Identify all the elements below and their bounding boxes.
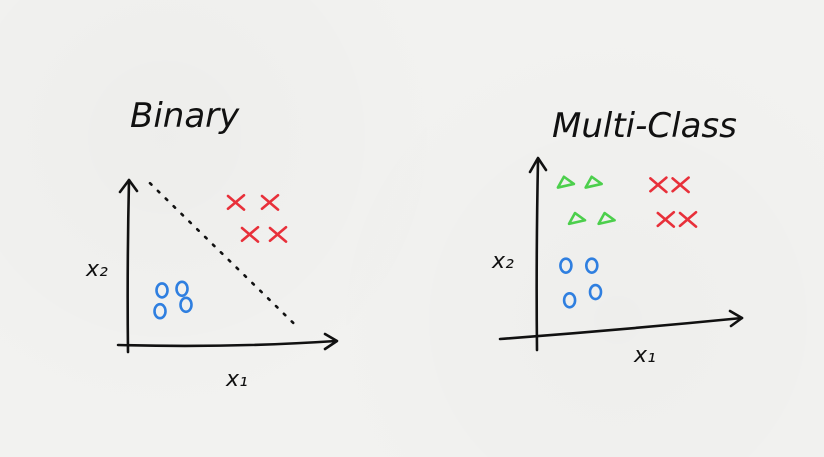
- binary-y-arrowhead: [118, 178, 139, 194]
- multi-class-circle-point-4: [588, 283, 603, 301]
- multi-class-chart: Multi-Class x₂ x₁: [491, 106, 744, 368]
- multi-class-circle-point-2: [584, 257, 599, 274]
- binary-x-point-4: [268, 225, 288, 243]
- binary-x-axis: [116, 339, 338, 348]
- multi-class-x-point-2: [671, 176, 690, 194]
- multi-class-data-points: [556, 175, 698, 309]
- multi-class-circle-point-1: [559, 257, 573, 274]
- multi-class-x-point-1: [649, 176, 668, 194]
- binary-x-arrowhead: [323, 332, 339, 351]
- multi-class-y-arrowhead: [528, 156, 548, 174]
- binary-circle-point-2: [175, 280, 189, 298]
- multi-class-y-axis-label: x₂: [491, 249, 514, 274]
- binary-x-point-1: [226, 193, 246, 211]
- multi-class-x-axis-label: x₁: [633, 343, 656, 368]
- multi-class-circle-point-3: [562, 291, 577, 309]
- binary-circle-point-3: [153, 302, 167, 320]
- binary-x-point-2: [260, 193, 280, 211]
- binary-boundary-line: [148, 181, 298, 327]
- binary-y-axis-label: x₂: [85, 257, 108, 282]
- binary-decision-boundary: [148, 181, 298, 327]
- multi-class-chart-title: Multi-Class: [552, 106, 737, 146]
- binary-chart: Binary x₂ x₁: [85, 96, 339, 392]
- binary-circle-point-4: [179, 296, 193, 314]
- binary-x-axis-label: x₁: [225, 367, 248, 392]
- multi-class-y-axis: [535, 158, 540, 352]
- multi-class-triangle-point-3: [567, 211, 587, 226]
- binary-chart-title: Binary: [130, 96, 240, 136]
- multi-class-x-arrowhead: [728, 309, 744, 328]
- multi-class-x-point-3: [656, 210, 676, 228]
- multi-class-triangle-point-4: [597, 211, 616, 226]
- multi-class-triangle-point-1: [556, 175, 576, 189]
- binary-data-points: [153, 193, 288, 320]
- multi-class-triangle-point-2: [584, 175, 603, 189]
- multi-class-x-axis: [498, 316, 744, 341]
- binary-y-axis: [126, 178, 131, 354]
- binary-circle-point-1: [155, 282, 169, 299]
- multi-class-x-point-4: [678, 210, 698, 228]
- binary-x-point-3: [240, 225, 260, 243]
